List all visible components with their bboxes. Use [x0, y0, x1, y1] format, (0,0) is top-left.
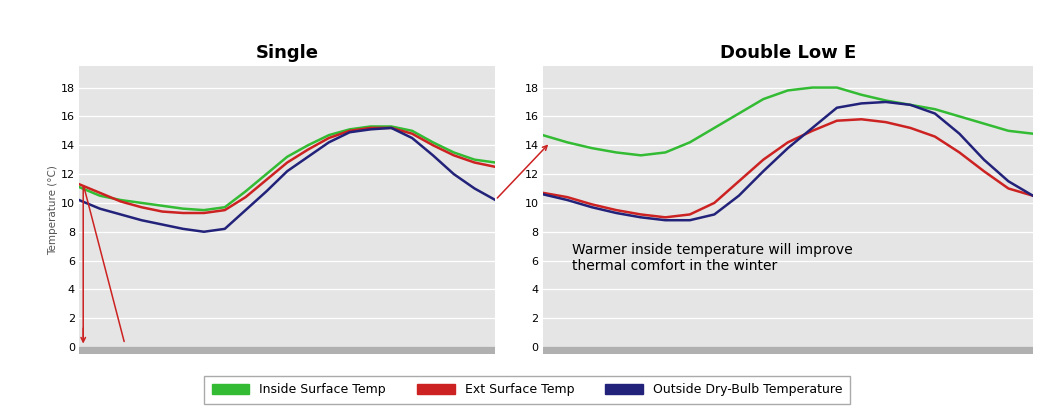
Bar [79, 347, 495, 354]
Title: Double Low E: Double Low E [720, 44, 856, 61]
Y-axis label: Temperature (°C): Temperature (°C) [48, 165, 58, 255]
Bar [543, 347, 1033, 354]
Legend: Inside Surface Temp, Ext Surface Temp, Outside Dry-Bulb Temperature: Inside Surface Temp, Ext Surface Temp, O… [204, 376, 850, 404]
Title: Single: Single [256, 44, 318, 61]
Text: Warmer inside temperature will improve
thermal comfort in the winter: Warmer inside temperature will improve t… [572, 243, 853, 274]
